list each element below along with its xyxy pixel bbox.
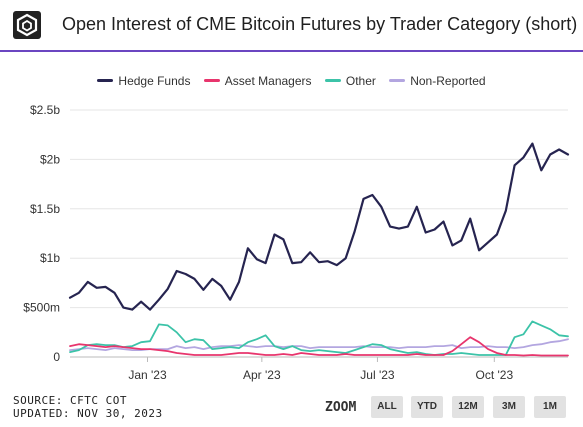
legend-label: Non-Reported bbox=[410, 73, 486, 88]
x-tick-label: Jul '23 bbox=[360, 368, 395, 382]
legend-item-hedge-funds[interactable]: Hedge Funds bbox=[97, 74, 190, 88]
y-tick-label: 0 bbox=[53, 350, 60, 364]
updated-text: UPDATED: NOV 30, 2023 bbox=[13, 407, 163, 420]
legend-label: Other bbox=[345, 73, 376, 88]
series-line-hedge-funds bbox=[68, 142, 570, 311]
series-line-asset-managers bbox=[69, 336, 569, 357]
legend-label: Hedge Funds bbox=[118, 73, 191, 88]
zoom-12m-button[interactable]: 12M bbox=[452, 396, 484, 418]
y-tick-label: $1b bbox=[40, 251, 60, 265]
zoom-1m-button[interactable]: 1M bbox=[534, 396, 566, 418]
zoom-ytd-button[interactable]: YTD bbox=[411, 396, 443, 418]
zoom-label: ZOOM bbox=[325, 400, 357, 415]
legend-swatch-non-reported bbox=[389, 79, 406, 83]
zoom-3m-button[interactable]: 3M bbox=[493, 396, 525, 418]
header-divider bbox=[0, 50, 583, 52]
legend-item-other[interactable]: Other bbox=[324, 73, 376, 88]
legend: Hedge Funds Asset Managers Other Non-Rep… bbox=[0, 73, 583, 88]
header: Open Interest of CME Bitcoin Futures by … bbox=[0, 0, 583, 50]
x-tick-label: Oct '23 bbox=[475, 368, 513, 382]
legend-label: Asset Managers bbox=[224, 73, 312, 88]
legend-swatch-other bbox=[324, 79, 341, 83]
y-tick-label: $500m bbox=[23, 301, 60, 315]
y-tick-label: $1.5b bbox=[30, 202, 60, 216]
x-tick-label: Apr '23 bbox=[243, 368, 281, 382]
chart-title: Open Interest of CME Bitcoin Futures by … bbox=[62, 14, 578, 34]
legend-item-asset-managers[interactable]: Asset Managers bbox=[203, 73, 312, 88]
y-tick-label: $2.5b bbox=[30, 103, 60, 117]
cube-logo-icon[interactable] bbox=[12, 10, 42, 40]
legend-swatch-asset-managers bbox=[203, 79, 220, 83]
x-tick-label: Jan '23 bbox=[128, 368, 167, 382]
line-chart: 0 $500m $1b $1.5b $2b $2.5b Jan '23 Apr '23 Jul … bbox=[23, 103, 570, 382]
zoom-all-button[interactable]: ALL bbox=[371, 396, 403, 418]
legend-item-non-reported[interactable]: Non-Reported bbox=[389, 73, 486, 88]
source-text: SOURCE: CFTC COT bbox=[13, 394, 127, 407]
y-tick-label: $2b bbox=[40, 152, 60, 166]
series-line-other bbox=[69, 320, 569, 356]
legend-swatch-hedge-funds bbox=[97, 79, 114, 83]
